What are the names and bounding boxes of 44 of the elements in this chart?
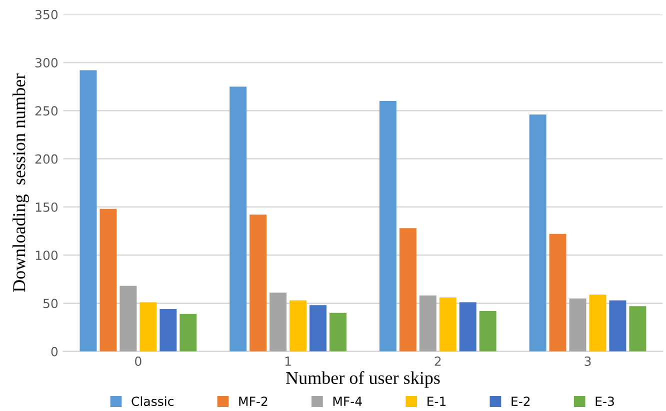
y-tick-label: 200 <box>35 154 58 164</box>
legend-label: E-3 <box>596 396 614 406</box>
bar <box>310 305 327 352</box>
bar <box>439 297 456 352</box>
y-tick-label: 350 <box>36 10 58 20</box>
bar <box>120 286 137 352</box>
bar <box>80 70 97 352</box>
bar <box>459 302 476 352</box>
bar <box>549 234 566 352</box>
legend-label: E-2 <box>512 396 530 406</box>
bar <box>589 294 606 352</box>
bar <box>270 292 287 352</box>
bar <box>629 306 646 352</box>
bar <box>529 114 546 352</box>
x-axis-title: Number of user skips <box>286 371 440 388</box>
x-tick-label: 2 <box>434 356 441 366</box>
bar <box>160 309 177 352</box>
bar <box>379 101 396 352</box>
x-tick-label: 1 <box>285 356 291 366</box>
x-tick-label: 3 <box>584 356 591 366</box>
y-tick-label: 150 <box>36 202 58 212</box>
bar <box>330 312 346 352</box>
x-tick-label: 0 <box>135 356 142 366</box>
y-tick-label: 100 <box>36 250 58 260</box>
legend-label: MF-4 <box>333 396 362 406</box>
bar <box>399 228 416 352</box>
legend-label: Classic <box>132 396 174 406</box>
y-tick-label: 50 <box>43 298 58 308</box>
bar <box>479 310 496 352</box>
bar <box>180 314 197 352</box>
bar <box>250 214 267 352</box>
bar <box>569 298 586 352</box>
legend-label: MF-2 <box>239 396 268 406</box>
bar <box>419 296 436 352</box>
y-tick-label: 250 <box>35 106 58 116</box>
bar <box>100 208 117 352</box>
bar <box>140 302 157 352</box>
y-tick-label: 0 <box>51 346 58 356</box>
bar <box>290 300 307 352</box>
y-tick-label: 300 <box>36 58 58 68</box>
legend-label: E-1 <box>428 396 446 406</box>
bar <box>230 86 247 352</box>
y-axis-title: Downloading session number <box>12 73 29 292</box>
bar <box>609 300 626 352</box>
